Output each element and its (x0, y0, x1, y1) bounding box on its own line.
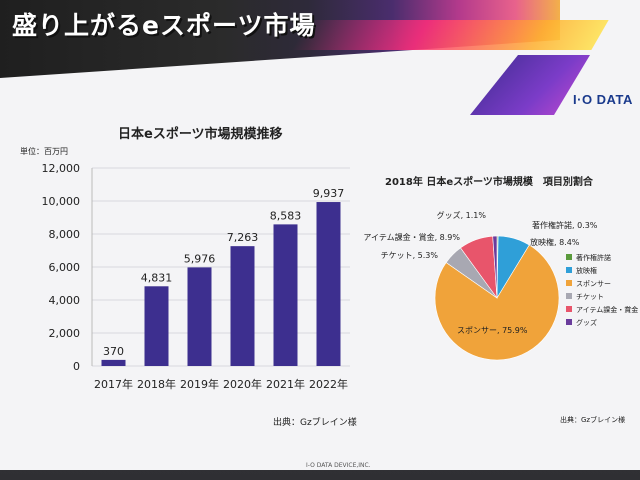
bar (273, 224, 298, 366)
pie-chart-title: 2018年 日本eスポーツ市場規模 項目別割合 (385, 177, 593, 188)
legend-swatch (566, 306, 572, 312)
bar-value-label: 4,831 (141, 271, 173, 284)
bar-chart-source: 出典：Gzブレイン様 (273, 418, 357, 428)
presentation-slide: 盛り上がるeスポーツ市場 I·O DATA 日本eスポーツ市場規模推移 単位：百… (0, 0, 640, 470)
y-tick-label: 2,000 (49, 327, 81, 340)
pie-slice-label: 放映権, 8.4% (530, 237, 580, 247)
legend-label: アイテム課金・賞金 (576, 305, 638, 314)
bar-value-label: 5,976 (184, 252, 216, 265)
pie-slice-label: アイテム課金・賞金, 8.9% (363, 232, 460, 242)
x-tick-label: 2020年 (223, 377, 262, 391)
y-tick-label: 8,000 (49, 228, 81, 241)
y-tick-label: 6,000 (49, 261, 81, 274)
pie-slice-label: グッズ, 1.1% (437, 210, 487, 220)
slide-footer: I-O DATA DEVICE,INC. (306, 462, 371, 469)
legend-swatch (566, 254, 572, 260)
bar-value-label: 8,583 (270, 209, 302, 222)
bar (101, 359, 126, 366)
x-tick-label: 2019年 (180, 377, 219, 391)
y-tick-label: 0 (73, 360, 80, 373)
pie-slice-label: チケット, 5.3% (381, 251, 439, 260)
legend-label: 著作権許諾 (576, 253, 611, 262)
bar (316, 202, 341, 366)
banner-stripe-purple (470, 55, 590, 115)
company-logo: I·O DATA (573, 92, 633, 107)
y-tick-label: 12,000 (42, 162, 81, 175)
pie-slice (434, 244, 560, 361)
legend-label: チケット (576, 293, 604, 301)
pie-chart: 著作権許諾, 0.3% 放映権, 8.4% スポンサー, 75.9% チケット, 5.… (363, 210, 638, 361)
bar-value-label: 9,937 (313, 187, 345, 200)
bar-chart-unit: 単位：百万円 (20, 147, 68, 156)
bar-value-label: 7,263 (227, 231, 259, 244)
banner-stripe (291, 20, 609, 50)
pie-slice-label: 著作権許諾, 0.3% (532, 220, 598, 230)
legend-swatch (566, 293, 572, 299)
legend-label: グッズ (576, 318, 597, 327)
pie-slice (492, 235, 498, 299)
x-tick-label: 2022年 (309, 377, 348, 391)
legend-swatch (566, 267, 572, 273)
x-tick-label: 2021年 (266, 377, 305, 391)
legend-label: 放映権 (576, 266, 597, 275)
bar (230, 246, 255, 366)
bar-value-label: 370 (103, 345, 124, 358)
y-tick-label: 4,000 (49, 294, 81, 307)
legend-label: スポンサー (576, 280, 611, 288)
bar (144, 286, 169, 366)
y-tick-label: 10,000 (42, 195, 81, 208)
bar-chart: 0 2,000 4,000 6,000 8,000 10,000 12,000 370 2017… (42, 162, 350, 391)
pie-slice-label: スポンサー, 75.9% (457, 326, 528, 335)
bar (187, 267, 212, 366)
x-tick-label: 2018年 (137, 377, 176, 391)
slide-title: 盛り上がるeスポーツ市場 (12, 11, 316, 40)
legend-swatch (566, 280, 572, 286)
pie-chart-source: 出典：Gzブレイン様 (560, 416, 626, 424)
bar-chart-title: 日本eスポーツ市場規模推移 (118, 127, 283, 142)
x-tick-label: 2017年 (94, 377, 133, 391)
legend-swatch (566, 319, 572, 325)
